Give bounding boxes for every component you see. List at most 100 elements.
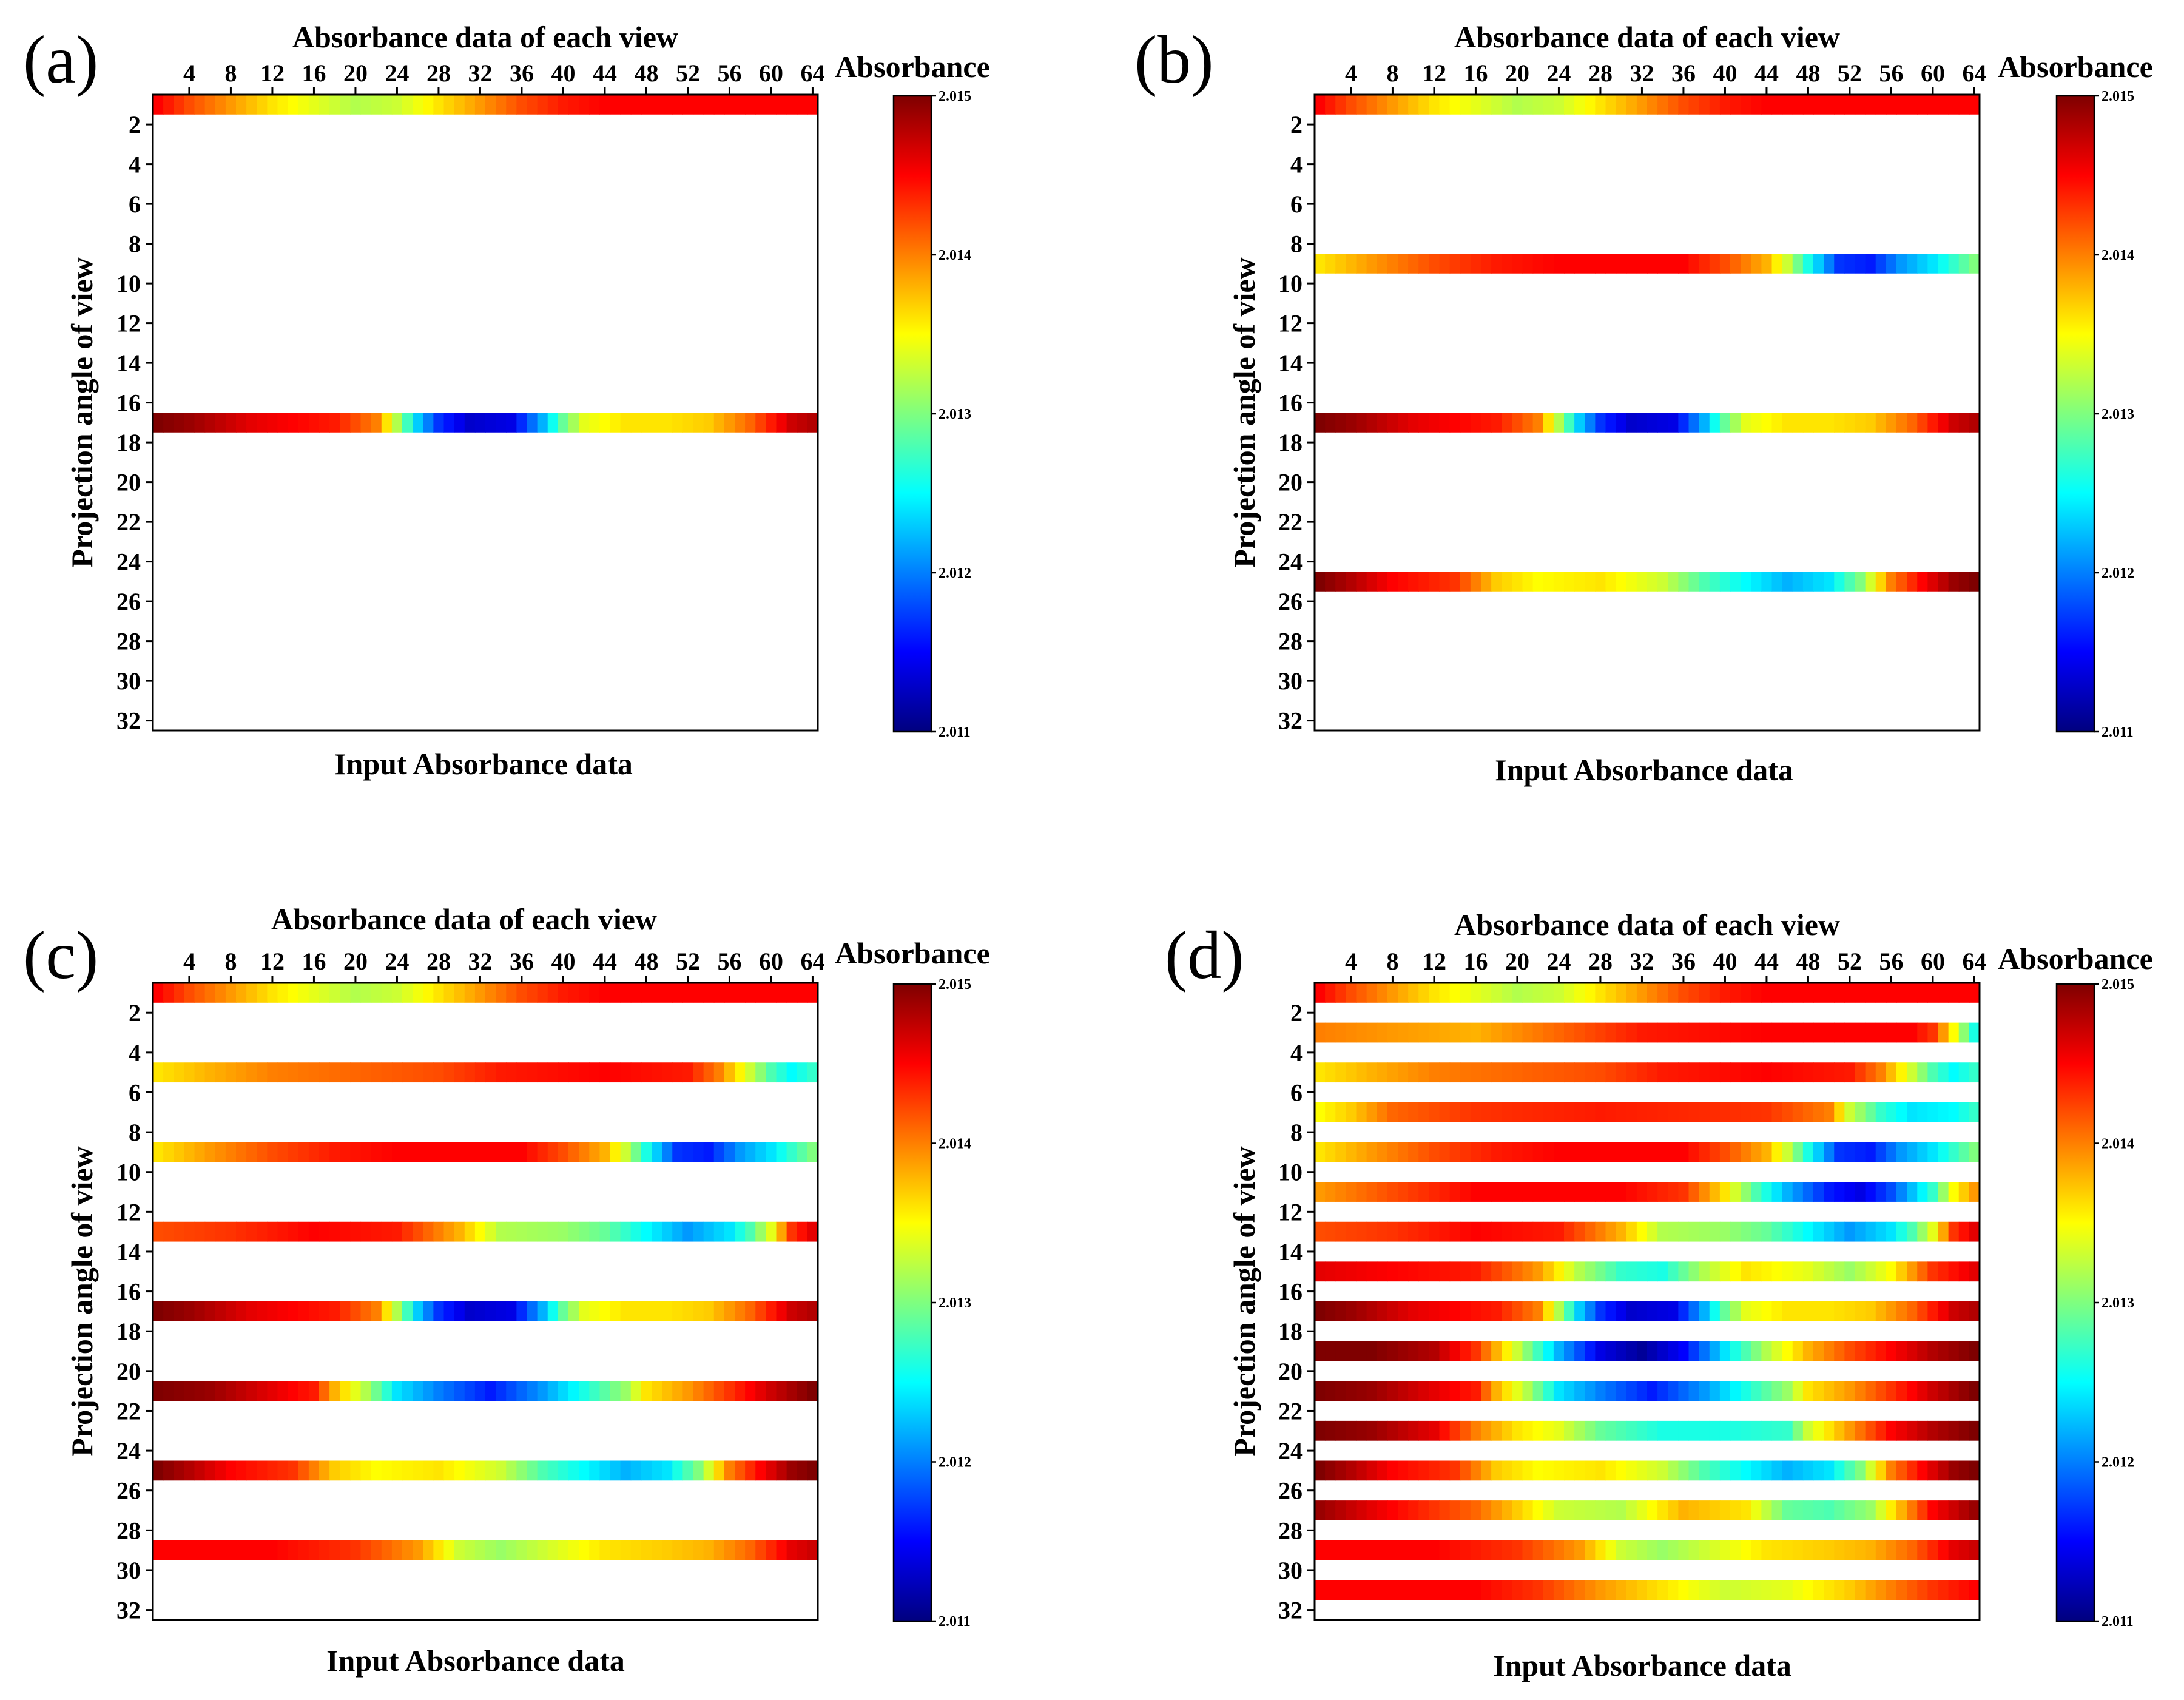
heatmap-cell	[1315, 1062, 1326, 1083]
heatmap-cell	[1875, 1261, 1887, 1282]
heatmap-cell	[807, 1142, 818, 1162]
heatmap-cell	[1605, 1261, 1617, 1282]
heatmap-cell	[547, 1540, 559, 1560]
heatmap-cell	[1678, 1182, 1690, 1202]
y-tick-label: 2	[129, 111, 141, 138]
heatmap-cell	[1564, 1102, 1575, 1122]
panel-label: (a)	[23, 22, 98, 98]
heatmap-cell	[755, 1221, 766, 1242]
heatmap-cell	[464, 1460, 476, 1481]
heatmap-cell	[1771, 95, 1783, 115]
heatmap-cell	[360, 1460, 372, 1481]
y-tick-label: 6	[1290, 191, 1303, 218]
y-tick-label: 18	[116, 1318, 141, 1345]
heatmap-cell	[1532, 1500, 1544, 1520]
heatmap-cell	[1688, 1500, 1700, 1520]
heatmap-rows	[1315, 983, 1980, 1600]
heatmap-cell	[1730, 572, 1741, 592]
heatmap-cell	[319, 95, 330, 115]
heatmap-cell	[1855, 1301, 1866, 1321]
heatmap-cell	[537, 1460, 548, 1481]
heatmap-cell	[402, 1540, 413, 1560]
y-tick-label: 20	[116, 1358, 141, 1385]
heatmap-cell	[1782, 572, 1793, 592]
heatmap-cell	[735, 1301, 746, 1321]
heatmap-cell	[1668, 1182, 1679, 1202]
heatmap-cell	[1346, 1022, 1357, 1043]
heatmap-cell	[1668, 254, 1679, 274]
colorbar-tick-label: 2.012	[939, 565, 971, 581]
heatmap-cell	[1481, 1500, 1492, 1520]
heatmap-cell	[1418, 1022, 1429, 1043]
heatmap-cell	[547, 1142, 559, 1162]
heatmap-cell	[298, 1460, 309, 1481]
heatmap-cell	[1771, 1301, 1783, 1321]
heatmap-cell	[693, 1301, 704, 1321]
heatmap-cell	[1491, 1142, 1502, 1162]
heatmap-cell	[1346, 1500, 1357, 1520]
heatmap-cell	[776, 1301, 787, 1321]
heatmap-cell	[589, 1540, 600, 1560]
heatmap-cell	[1741, 1142, 1751, 1162]
heatmap-cell	[1647, 1381, 1658, 1401]
heatmap-cell	[1771, 1460, 1783, 1481]
y-tick-label: 24	[1278, 548, 1303, 576]
heatmap-cell	[1824, 983, 1835, 1003]
heatmap-cell	[776, 1062, 787, 1083]
heatmap-cell	[391, 983, 403, 1003]
heatmap-cell	[797, 413, 808, 433]
heatmap-cell	[1719, 1381, 1731, 1401]
heatmap-cell	[1678, 1420, 1690, 1441]
heatmap-cell	[1855, 254, 1866, 274]
heatmap-cell	[1875, 1580, 1887, 1600]
heatmap-cell	[402, 1221, 413, 1242]
heatmap-row-11	[1315, 1182, 1980, 1202]
heatmap-cell	[1356, 1540, 1367, 1560]
heatmap-cell	[735, 1062, 746, 1083]
heatmap-row-13	[153, 1221, 818, 1242]
heatmap-cell	[329, 1460, 340, 1481]
heatmap-cell	[1844, 1341, 1856, 1361]
heatmap-cell	[485, 1221, 496, 1242]
x-tick-label: 16	[1463, 948, 1488, 975]
heatmap-cell	[516, 1460, 528, 1481]
heatmap-cell	[1834, 413, 1845, 433]
heatmap-cell	[1886, 254, 1897, 274]
y-tick-label: 10	[1278, 1159, 1303, 1186]
heatmap-cell	[1387, 572, 1398, 592]
y-tick-label: 32	[116, 1597, 141, 1624]
heatmap-cell	[1678, 1540, 1690, 1560]
heatmap-cell	[1512, 254, 1523, 274]
heatmap-row-1	[153, 983, 818, 1003]
heatmap-cell	[1564, 1301, 1575, 1321]
heatmap-cell	[1771, 1062, 1783, 1083]
heatmap-cell	[1792, 1460, 1804, 1481]
heatmap-cell	[194, 1540, 206, 1560]
heatmap-cell	[413, 983, 423, 1003]
heatmap-cell	[1948, 572, 1960, 592]
heatmap-cell	[1688, 1381, 1700, 1401]
x-tick-label: 64	[800, 948, 824, 975]
heatmap-cell	[1346, 1142, 1357, 1162]
heatmap-cell	[267, 1062, 278, 1083]
x-tick-label: 20	[1505, 59, 1529, 87]
heatmap-cell	[1387, 95, 1398, 115]
heatmap-cell	[1824, 95, 1835, 115]
heatmap-cell	[391, 1301, 403, 1321]
heatmap-cell	[1709, 95, 1721, 115]
heatmap-cell	[1927, 1381, 1939, 1401]
heatmap-cell	[1865, 1102, 1876, 1122]
heatmap-cell	[1709, 572, 1721, 592]
heatmap-cell	[1647, 1580, 1658, 1600]
heatmap-cell	[1647, 95, 1658, 115]
heatmap-cell	[797, 983, 808, 1003]
heatmap-cell	[1481, 1580, 1492, 1600]
heatmap-cell	[184, 1540, 195, 1560]
heatmap-cell	[1792, 254, 1804, 274]
heatmap-cell	[1938, 1301, 1949, 1321]
heatmap-cell	[1699, 95, 1710, 115]
heatmap-cell	[1855, 1580, 1866, 1600]
heatmap-cell	[1668, 95, 1679, 115]
heatmap-cell	[1491, 1182, 1502, 1202]
heatmap-cell	[1761, 413, 1773, 433]
